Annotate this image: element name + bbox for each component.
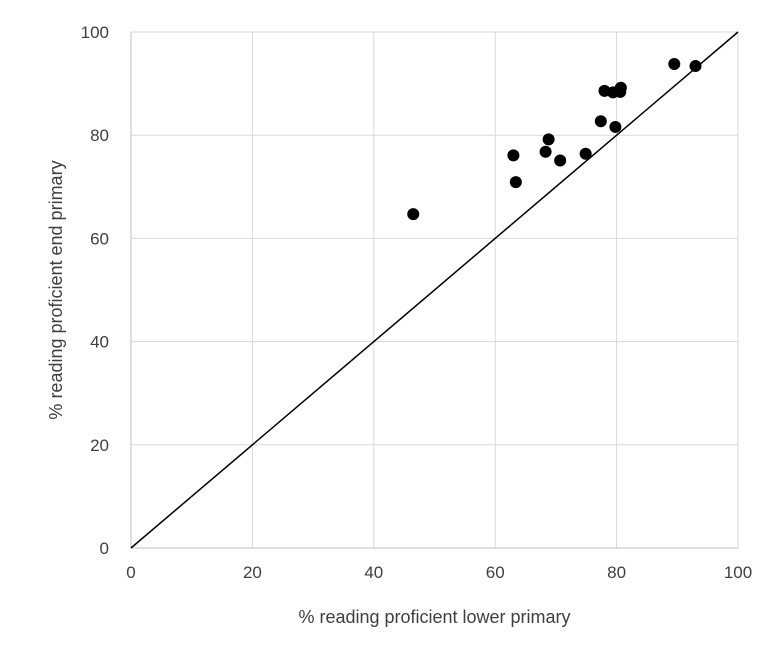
y-tick-label: 100 bbox=[81, 23, 109, 42]
x-tick-label: 80 bbox=[607, 563, 626, 582]
x-tick-label: 0 bbox=[126, 563, 135, 582]
data-point bbox=[554, 154, 567, 167]
data-point bbox=[539, 145, 552, 158]
data-point bbox=[614, 81, 627, 94]
tick-labels: 0 20 40 60 80 100 0 20 40 60 80 100 bbox=[81, 23, 753, 582]
reference-line bbox=[130, 31, 739, 549]
grid-lines bbox=[131, 32, 738, 548]
data-point bbox=[609, 120, 622, 133]
x-axis-title: % reading proficient lower primary bbox=[298, 607, 570, 627]
y-tick-label: 60 bbox=[90, 229, 109, 248]
reference-line-group bbox=[130, 31, 739, 549]
data-point bbox=[507, 149, 520, 162]
data-points bbox=[407, 57, 702, 221]
x-tick-label: 100 bbox=[724, 563, 752, 582]
y-axis-title: % reading proficient end primary bbox=[46, 160, 66, 419]
y-tick-label: 0 bbox=[100, 539, 109, 558]
data-point bbox=[668, 57, 681, 70]
axes bbox=[130, 31, 739, 549]
x-tick-label: 40 bbox=[364, 563, 383, 582]
y-tick-label: 40 bbox=[90, 333, 109, 352]
x-tick-label: 20 bbox=[243, 563, 262, 582]
data-point bbox=[579, 147, 592, 160]
y-tick-label: 20 bbox=[90, 436, 109, 455]
data-point bbox=[594, 115, 607, 128]
data-point bbox=[542, 133, 555, 146]
data-point bbox=[407, 208, 420, 221]
data-point bbox=[689, 60, 702, 73]
y-tick-label: 80 bbox=[90, 126, 109, 145]
data-point bbox=[509, 176, 522, 189]
x-tick-label: 60 bbox=[486, 563, 505, 582]
